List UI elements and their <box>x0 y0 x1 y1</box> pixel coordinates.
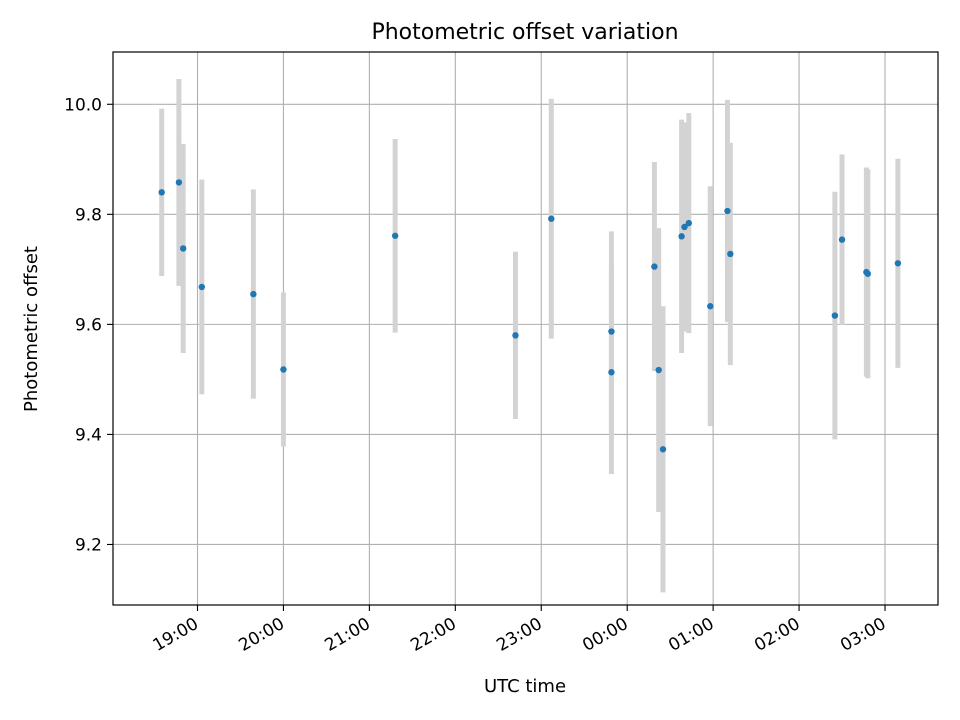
data-point <box>894 260 902 267</box>
data-point <box>175 179 183 186</box>
y-axis-ticks: 9.2 9.4 9.6 9.8 10.0 <box>64 95 113 555</box>
y-tick-label: 9.6 <box>75 315 102 335</box>
data-point <box>659 446 667 453</box>
data-point <box>724 207 731 215</box>
data-point <box>707 303 714 310</box>
data-point <box>512 332 519 339</box>
y-tick-label: 9.4 <box>75 425 102 445</box>
data-point <box>681 223 688 231</box>
data-point <box>198 283 206 291</box>
y-axis-label: Photometric offset <box>21 246 42 412</box>
data-point <box>391 232 399 239</box>
data-point <box>250 290 257 298</box>
data-point <box>280 366 287 373</box>
chart-title: Photometric offset variation <box>371 20 678 45</box>
data-point <box>158 189 165 196</box>
data-point <box>838 236 846 243</box>
data-point <box>548 215 555 222</box>
y-tick-label: 10.0 <box>64 95 102 115</box>
data-points <box>158 179 902 453</box>
data-point <box>651 263 658 270</box>
plot-frame <box>112 51 939 606</box>
grid <box>113 52 938 605</box>
data-point <box>864 270 872 277</box>
data-point <box>678 233 685 240</box>
x-axis-label: UTC time <box>484 676 566 697</box>
data-point <box>831 312 839 319</box>
data-point <box>685 219 692 227</box>
data-point <box>179 245 187 252</box>
y-tick-label: 9.8 <box>75 205 102 225</box>
data-point <box>608 369 615 376</box>
data-point <box>655 366 662 374</box>
y-tick-label: 9.2 <box>75 535 102 555</box>
data-point <box>727 250 734 258</box>
data-point <box>608 328 615 335</box>
